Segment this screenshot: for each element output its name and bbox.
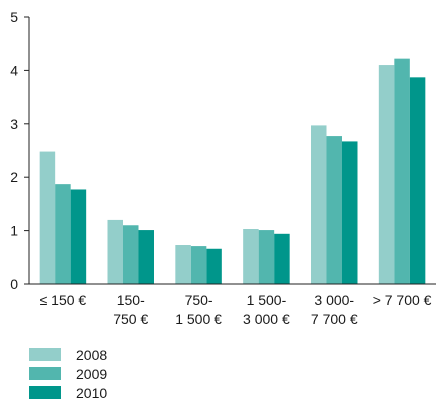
x-category-label-line: 150- (117, 292, 145, 308)
bar-2010-4 (342, 141, 358, 284)
bar-2008-1 (107, 219, 123, 284)
x-category-label-line: 1 500 € (175, 311, 222, 327)
bar-2009-1 (123, 225, 139, 284)
y-tick-label: 1 (10, 223, 18, 239)
x-category-label-line: 750- (185, 292, 213, 308)
y-tick-label: 2 (10, 169, 18, 185)
x-category-label: 750- 1 500 € (175, 292, 222, 327)
y-tick-label: 5 (10, 9, 18, 25)
legend-swatch-2008 (29, 348, 61, 361)
legend-swatch-2010 (29, 386, 61, 399)
x-category-label: > 7 700 € (373, 292, 432, 308)
x-category-label-line: 7 700 € (311, 311, 358, 327)
bar-2008-2 (175, 245, 191, 284)
y-tick-label: 3 (10, 116, 18, 132)
bar-2010-5 (409, 77, 426, 284)
x-category-label: ≤ 150 € (40, 292, 87, 308)
x-category-label: 1 500- 3 000 € (243, 292, 290, 327)
legend-swatch-2009 (29, 367, 61, 380)
bar-2010-2 (206, 248, 222, 284)
legend-label-2008: 2008 (76, 347, 107, 363)
y-tick-label: 4 (10, 62, 18, 78)
x-category-label-line: 1 500- (247, 292, 287, 308)
bar-2008-0 (39, 151, 56, 284)
bar-2008-4 (311, 125, 327, 285)
x-category-label: 3 000- 7 700 € (311, 292, 358, 327)
bar-2009-3 (258, 230, 275, 284)
bar-2009-0 (55, 184, 71, 284)
x-category-label-line: > 7 700 € (373, 292, 432, 308)
x-category-label-line: ≤ 150 € (40, 292, 87, 308)
bar-2008-5 (378, 65, 395, 284)
bar-2009-4 (326, 136, 342, 284)
legend-label-2009: 2009 (76, 366, 107, 382)
bar-2009-2 (190, 246, 207, 284)
x-category-label-line: 3 000 € (243, 311, 290, 327)
bar-2010-1 (138, 230, 154, 284)
bar-2008-3 (243, 229, 259, 284)
legend: 2008 2009 2010 (29, 347, 107, 401)
legend-label-2010: 2010 (76, 385, 107, 401)
y-tick-label: 0 (10, 276, 18, 292)
plot-area: 0 1 2 3 4 5 ≤ 150 € 150- 750 € 750- 1 500 € 1 500- 3… (10, 9, 436, 327)
x-category-label: 150- 750 € (113, 292, 148, 327)
bar-2010-3 (274, 233, 290, 284)
x-category-label-line: 750 € (113, 311, 148, 327)
bar-2010-0 (70, 189, 87, 284)
x-category-label-line: 3 000- (314, 292, 354, 308)
bar-2009-5 (394, 58, 410, 285)
